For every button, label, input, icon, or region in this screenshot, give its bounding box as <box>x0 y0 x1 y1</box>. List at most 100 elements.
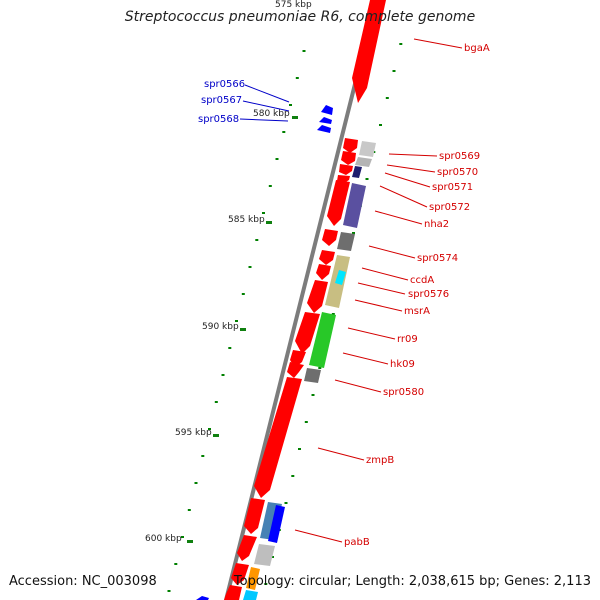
leader-line <box>239 118 289 122</box>
leader-line <box>334 379 382 393</box>
reverse-genes <box>196 105 333 600</box>
gc-mark <box>318 367 322 369</box>
feature-box <box>246 567 260 590</box>
feature-box <box>268 505 285 543</box>
gene-label-zmpB[interactable]: zmpB <box>366 455 394 466</box>
feature-box <box>355 157 372 167</box>
gene-label-ccdA[interactable]: ccdA <box>410 275 434 286</box>
gene-label-hk09[interactable]: hk09 <box>390 359 415 370</box>
gene-label-nha2[interactable]: nha2 <box>424 219 449 230</box>
tick-label-575: 575 kbp <box>275 0 312 10</box>
gc-mark <box>385 97 389 99</box>
feature-box <box>352 166 362 178</box>
gene-forward-1[interactable] <box>244 498 265 534</box>
gene-spr0574[interactable] <box>322 229 338 246</box>
gene-nha2[interactable] <box>327 180 350 226</box>
gene-spr0569[interactable] <box>343 138 358 153</box>
gene-label-pabB[interactable]: pabB <box>344 537 370 548</box>
leader-line <box>368 245 416 259</box>
gc-mark <box>167 590 171 592</box>
gc-mark <box>181 536 184 538</box>
leader-line <box>413 38 463 49</box>
label-leaders <box>239 38 463 543</box>
gene-label-spr0569[interactable]: spr0569 <box>439 151 480 162</box>
gene-label-spr0572[interactable]: spr0572 <box>429 202 470 213</box>
gc-mark <box>271 556 274 558</box>
gc-mark <box>221 374 225 376</box>
accession-text: Accession: NC_003098 <box>9 574 157 589</box>
feature-box <box>309 312 336 368</box>
gene-ccdA[interactable] <box>319 250 335 265</box>
map-title: Streptococcus pneumoniae R6, complete ge… <box>124 9 476 25</box>
gc-mark <box>282 131 286 133</box>
gc-mark <box>262 212 265 214</box>
gc-mark <box>392 70 396 72</box>
gc-mark <box>365 178 369 180</box>
gene-spr0580[interactable] <box>287 362 304 378</box>
gene-spr0566[interactable] <box>321 105 333 115</box>
gc-mark <box>201 455 205 457</box>
gene-label-spr0571[interactable]: spr0571 <box>432 182 473 193</box>
gc-mark <box>291 475 295 477</box>
gc-mark <box>241 293 245 295</box>
leader-line <box>357 282 406 295</box>
gc-mark <box>352 232 355 234</box>
leader-line <box>342 352 389 365</box>
gene-forward-3[interactable] <box>231 563 249 585</box>
gene-label-spr0580[interactable]: spr0580 <box>383 387 424 398</box>
gene-label-bgaA[interactable]: bgaA <box>464 43 490 54</box>
gene-forward-4[interactable] <box>224 585 242 600</box>
feature-box <box>254 544 275 566</box>
gene-zmpB[interactable] <box>254 377 302 498</box>
gc-mark <box>208 428 211 430</box>
gene-msrA[interactable] <box>307 280 328 313</box>
gene-label-spr0574[interactable]: spr0574 <box>417 253 458 264</box>
feature-box <box>243 590 258 600</box>
gene-label-rr09[interactable]: rr09 <box>397 334 418 345</box>
gene-label-spr0568[interactable]: spr0568 <box>198 114 239 125</box>
tick-label-595: 595 kbp <box>175 428 212 438</box>
gene-label-msrA[interactable]: msrA <box>404 306 430 317</box>
gene-spr0576[interactable] <box>316 264 331 280</box>
gene-spr0567[interactable] <box>319 117 332 124</box>
gc-mark <box>284 502 288 504</box>
gc-mark <box>187 509 191 511</box>
gc-mark <box>379 124 382 126</box>
tick-mark <box>240 328 246 331</box>
gc-mark <box>174 563 178 565</box>
gene-reverse-bottom[interactable] <box>196 596 209 600</box>
feature-box <box>343 183 366 228</box>
leader-line <box>384 172 431 188</box>
leader-line <box>354 299 403 312</box>
tick-mark <box>292 116 298 119</box>
feature-box <box>335 270 346 285</box>
leader-line <box>361 267 409 281</box>
gene-label-spr0567[interactable]: spr0567 <box>201 95 242 106</box>
gc-mark <box>275 158 279 160</box>
feature-boxes <box>243 141 376 600</box>
gene-spr0571[interactable] <box>339 164 353 175</box>
forward-genes <box>224 0 386 600</box>
gc-mark <box>228 347 232 349</box>
tick-mark <box>266 221 272 224</box>
gene-rr09[interactable] <box>295 312 320 354</box>
leader-line <box>347 327 396 340</box>
gc-mark <box>214 401 218 403</box>
gene-forward-2[interactable] <box>237 535 257 561</box>
genome-summary-text: Topology: circular; Length: 2,038,615 bp… <box>233 574 591 589</box>
tick-label-580: 580 kbp <box>253 109 290 119</box>
gc-mark <box>264 583 268 585</box>
gc-mark <box>289 104 292 106</box>
gc-mark <box>268 185 272 187</box>
gene-bgaA[interactable] <box>352 0 386 103</box>
gene-label-spr0566[interactable]: spr0566 <box>204 79 245 90</box>
leader-line <box>317 447 365 461</box>
gene-label-spr0570[interactable]: spr0570 <box>437 167 478 178</box>
gene-label-spr0576[interactable]: spr0576 <box>408 289 449 300</box>
gc-mark <box>311 394 315 396</box>
tick-label-585: 585 kbp <box>228 215 265 225</box>
gc-mark <box>295 77 299 79</box>
gene-spr0568[interactable] <box>317 125 331 133</box>
gene-spr0570[interactable] <box>341 151 356 165</box>
